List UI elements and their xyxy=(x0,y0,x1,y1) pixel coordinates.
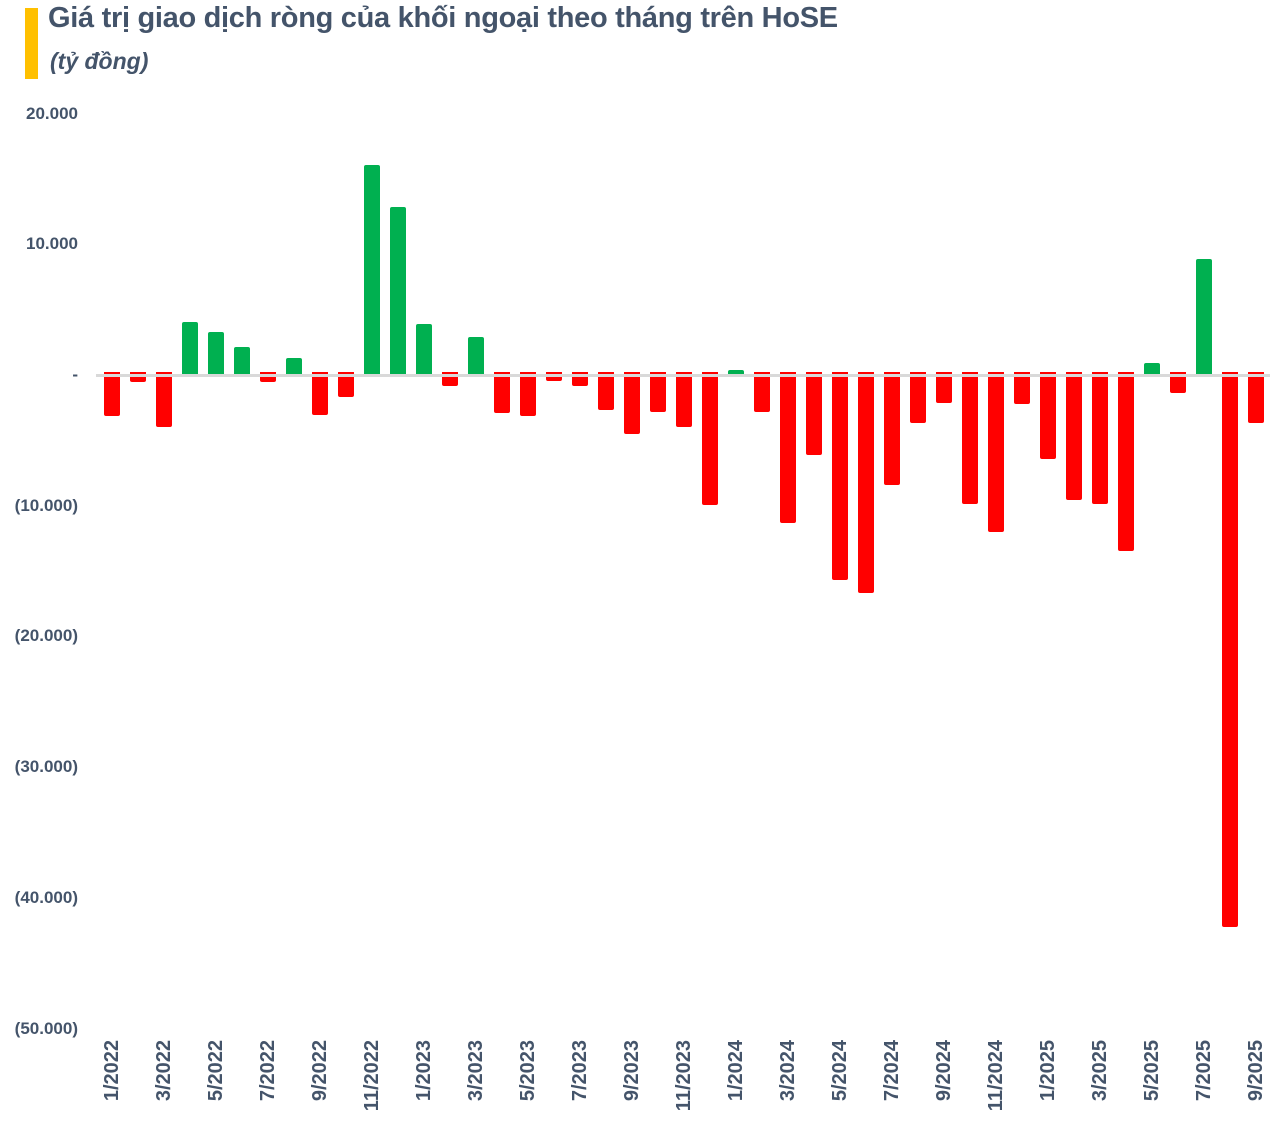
bar-1-2022 xyxy=(104,372,120,416)
bar-4-2023 xyxy=(494,372,510,413)
bar-4-2024 xyxy=(806,372,822,455)
bar-1-2024 xyxy=(728,369,744,376)
x-axis-tick-label: 1/2025 xyxy=(1037,1040,1059,1102)
bar-7-2024 xyxy=(884,372,900,486)
x-axis-tick-label: 5/2025 xyxy=(1141,1040,1163,1102)
zero-axis-line xyxy=(96,374,1270,377)
y-axis-tick-label: (50.000) xyxy=(14,1018,78,1038)
x-axis-tick-label: 1/2023 xyxy=(413,1040,435,1102)
bar-6-2022 xyxy=(234,346,250,376)
bar-6-2025 xyxy=(1170,372,1186,394)
x-axis-tick-label: 11/2023 xyxy=(673,1040,695,1112)
y-axis-tick-label: (40.000) xyxy=(14,887,78,907)
bar-6-2024 xyxy=(858,372,874,593)
bar-8-2023 xyxy=(598,372,614,411)
y-axis-tick-label: - xyxy=(72,365,78,384)
x-axis-tick-label: 3/2025 xyxy=(1089,1040,1111,1102)
chart-title: Giá trị giao dịch ròng của khối ngoại th… xyxy=(48,2,838,34)
bar-11-2024 xyxy=(988,372,1004,533)
bar-10-2024 xyxy=(962,372,978,505)
x-axis-tick-label: 7/2024 xyxy=(881,1040,903,1102)
bar-10-2022 xyxy=(338,372,354,397)
bar-3-2022 xyxy=(156,372,172,427)
x-axis-tick-label: 5/2024 xyxy=(829,1040,851,1102)
bar-4-2025 xyxy=(1118,372,1134,552)
y-axis-tick-label: 10.000 xyxy=(26,234,78,254)
bar-3-2023 xyxy=(468,337,484,376)
bar-12-2023 xyxy=(702,372,718,506)
x-axis-tick-label: 5/2022 xyxy=(205,1040,227,1102)
y-axis-tick-label: 20.000 xyxy=(26,103,78,123)
x-axis-tick-label: 1/2024 xyxy=(725,1040,747,1102)
bar-2-2025 xyxy=(1066,372,1082,501)
x-axis-tick-label: 7/2022 xyxy=(257,1040,279,1102)
y-axis-tick-label: (10.000) xyxy=(14,495,78,515)
bar-3-2025 xyxy=(1092,372,1108,505)
chart-unit-subtitle: (tỷ đồng) xyxy=(50,48,149,74)
x-axis-tick-label: 3/2024 xyxy=(777,1040,799,1102)
bar-12-2022 xyxy=(390,207,406,376)
bar-7-2025 xyxy=(1196,259,1212,376)
bar-9-2025 xyxy=(1248,372,1264,424)
title-accent-bar xyxy=(25,8,38,79)
bar-11-2022 xyxy=(364,165,380,376)
x-axis-tick-label: 5/2023 xyxy=(517,1040,539,1102)
x-axis-tick-label: 3/2022 xyxy=(153,1040,175,1102)
bar-10-2023 xyxy=(650,372,666,412)
x-axis-tick-label: 1/2022 xyxy=(101,1040,123,1102)
x-axis-tick-label: 7/2025 xyxy=(1193,1040,1215,1102)
x-axis-tick-label: 9/2023 xyxy=(621,1040,643,1102)
x-axis-tick-label: 11/2024 xyxy=(985,1040,1007,1112)
bar-8-2022 xyxy=(286,358,302,376)
x-axis-tick-label: 7/2023 xyxy=(569,1040,591,1102)
x-axis-tick-label: 9/2022 xyxy=(309,1040,331,1102)
bar-1-2023 xyxy=(416,324,432,376)
bar-12-2024 xyxy=(1014,372,1030,405)
bar-5-2024 xyxy=(832,372,848,580)
bar-9-2022 xyxy=(312,372,328,415)
y-axis-tick-label: (30.000) xyxy=(14,757,78,777)
bar-5-2022 xyxy=(208,331,224,376)
bar-8-2025 xyxy=(1222,372,1238,927)
bar-5-2025 xyxy=(1144,362,1160,376)
bar-1-2025 xyxy=(1040,372,1056,460)
bar-5-2023 xyxy=(520,372,536,416)
x-axis-tick-label: 11/2022 xyxy=(361,1040,383,1112)
bar-4-2022 xyxy=(182,322,198,376)
bar-11-2023 xyxy=(676,372,692,427)
bar-3-2024 xyxy=(780,372,796,523)
x-axis-tick-label: 3/2023 xyxy=(465,1040,487,1102)
bar-2-2024 xyxy=(754,372,770,412)
bar-9-2024 xyxy=(936,372,952,404)
bar-8-2024 xyxy=(910,372,926,423)
x-axis-tick-label: 9/2024 xyxy=(933,1040,955,1102)
y-axis-tick-label: (20.000) xyxy=(14,626,78,646)
bar-9-2023 xyxy=(624,372,640,434)
x-axis-tick-label: 9/2025 xyxy=(1245,1040,1267,1102)
